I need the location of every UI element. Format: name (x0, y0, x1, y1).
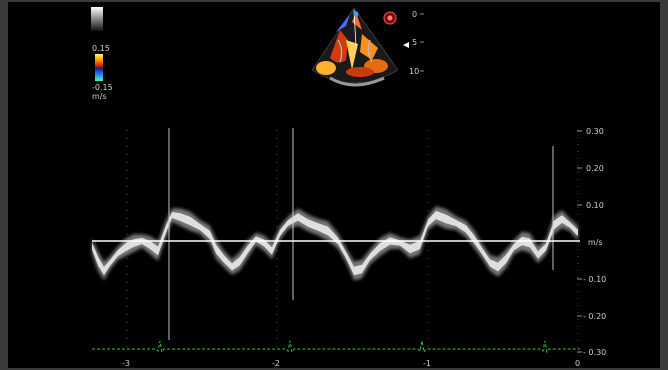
time-gridlines (126, 130, 429, 352)
velocity-tick: - 0.20 (583, 312, 606, 321)
depth-scale: 0 5 10 (403, 10, 424, 76)
depth-tick-10: 10 (409, 67, 419, 76)
velocity-tick: 0.30 (586, 127, 604, 136)
color-velocity-bar (95, 54, 103, 81)
color-scale-max: 0.15 (92, 44, 110, 53)
velocity-tick: - 0.30 (583, 348, 606, 357)
time-axis: -3 -2 -1 0 (122, 359, 580, 368)
focus-marker-icon (403, 42, 409, 48)
depth-tick-0: 0 (412, 10, 417, 19)
orientation-marker-icon (383, 11, 397, 25)
click-artifacts (168, 128, 554, 340)
ecg-trace (92, 340, 580, 354)
depth-tick-5: 5 (412, 38, 417, 47)
grayscale-map-bar (91, 7, 103, 31)
velocity-unit: m/s (588, 238, 603, 247)
time-tick: -1 (423, 359, 431, 368)
velocity-axis: 0.30 0.20 0.10 m/s - 0.10 - 0.20 - 0.30 (577, 127, 606, 357)
sector-thumbnail (311, 7, 399, 87)
velocity-tick: - 0.10 (583, 275, 606, 284)
color-scale-min: -0.15 (92, 83, 113, 92)
velocity-tick: 0.10 (586, 201, 604, 210)
velocity-tick: 0.20 (586, 164, 604, 173)
time-tick: -2 (272, 359, 280, 368)
time-tick: -3 (122, 359, 130, 368)
doppler-spectrum (92, 206, 578, 281)
color-scale-unit: m/s (92, 92, 107, 101)
time-tick: 0 (575, 359, 580, 368)
